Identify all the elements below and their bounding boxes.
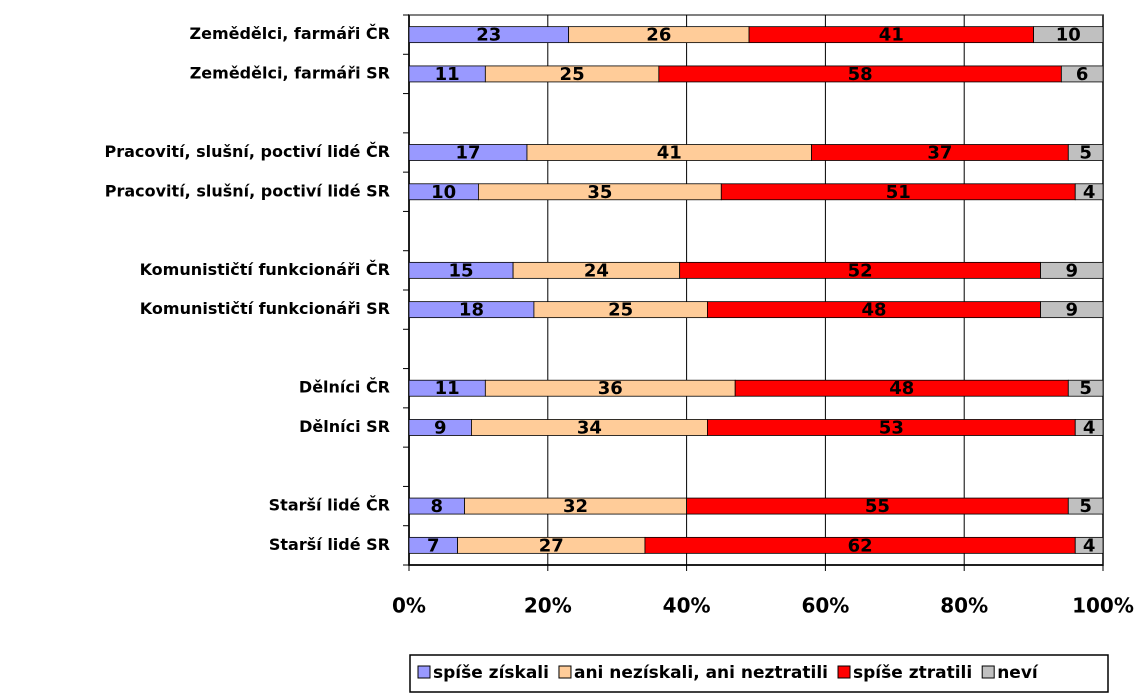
value-label: 51: [886, 182, 911, 203]
bar-segment: [1074, 536, 1104, 554]
y-tick-label: Zemědělci, farmáři ČR: [189, 24, 390, 43]
value-label: 52: [848, 260, 873, 281]
y-tick-label: Starší lidé SR: [269, 535, 390, 554]
x-tick-label: 80%: [940, 594, 988, 618]
legend-label: spíše získali: [433, 663, 549, 683]
y-tick-label: Zemědělci, farmáři SR: [190, 63, 390, 82]
value-label: 9: [1066, 300, 1079, 321]
value-label: 37: [927, 143, 952, 164]
value-label: 11: [435, 64, 460, 85]
bar-segment: [1033, 26, 1104, 44]
y-tick-label: Komunističtí funkcionáři SR: [140, 299, 390, 318]
bar-segment: [1067, 144, 1104, 161]
value-label: 8: [430, 496, 443, 517]
value-label: 10: [431, 182, 456, 203]
y-tick-label: Starší lidé ČR: [269, 496, 390, 515]
bar-segment: [1060, 65, 1104, 83]
bar-segment: [1040, 261, 1104, 279]
value-label: 41: [879, 25, 904, 46]
legend-swatch: [417, 665, 431, 679]
legend-label: spíše ztratili: [853, 663, 972, 683]
value-label: 53: [879, 418, 904, 439]
plot-area: [408, 14, 1104, 566]
value-label: 48: [861, 300, 886, 321]
value-label: 4: [1083, 418, 1096, 439]
value-label: 4: [1083, 535, 1096, 556]
x-tick-label: 0%: [392, 594, 426, 618]
legend-swatch: [558, 665, 572, 679]
value-label: 7: [427, 535, 440, 556]
y-tick-label: Dělníci SR: [299, 417, 390, 436]
value-label: 41: [657, 143, 682, 164]
value-label: 25: [560, 64, 585, 85]
value-label: 34: [577, 418, 602, 439]
y-tick-label: Komunističtí funkcionáři ČR: [140, 260, 390, 279]
bar-segment: [1040, 301, 1104, 319]
value-label: 58: [848, 64, 873, 85]
value-label: 25: [608, 300, 633, 321]
value-label: 48: [889, 378, 914, 399]
value-label: 26: [646, 25, 671, 46]
value-label: 11: [435, 378, 460, 399]
bar-segment: [1067, 497, 1104, 515]
value-label: 27: [539, 535, 564, 556]
x-tick-label: 20%: [524, 594, 572, 618]
value-label: 6: [1076, 64, 1089, 85]
y-tick-label: Pracovití, slušní, poctiví lidé SR: [105, 181, 390, 200]
value-label: 23: [476, 25, 501, 46]
value-label: 17: [455, 143, 480, 164]
y-tick-label: Pracovití, slušní, poctiví lidé ČR: [105, 142, 390, 161]
value-label: 5: [1079, 143, 1092, 164]
value-label: 18: [459, 300, 484, 321]
value-label: 5: [1079, 378, 1092, 399]
value-label: 4: [1083, 182, 1096, 203]
value-label: 15: [449, 260, 474, 281]
legend-label: ani nezískali, ani neztratili: [574, 663, 828, 683]
x-tick-label: 60%: [801, 594, 849, 618]
value-label: 32: [563, 496, 588, 517]
bar-segment: [1074, 183, 1104, 201]
value-label: 9: [434, 418, 447, 439]
value-label: 10: [1056, 25, 1081, 46]
value-label: 5: [1079, 496, 1092, 517]
bar-segment: [1074, 419, 1104, 436]
value-label: 24: [584, 260, 609, 281]
value-label: 36: [598, 378, 623, 399]
value-label: 62: [848, 535, 873, 556]
x-tick-label: 100%: [1072, 594, 1134, 618]
value-label: 55: [865, 496, 890, 517]
legend-swatch: [837, 665, 851, 679]
value-label: 35: [587, 182, 612, 203]
legend-swatch: [981, 665, 995, 679]
legend-label: neví: [997, 663, 1039, 683]
bar-segment: [1067, 379, 1104, 397]
x-tick-label: 40%: [663, 594, 711, 618]
y-tick-label: Dělníci ČR: [299, 378, 390, 397]
value-label: 9: [1066, 260, 1079, 281]
